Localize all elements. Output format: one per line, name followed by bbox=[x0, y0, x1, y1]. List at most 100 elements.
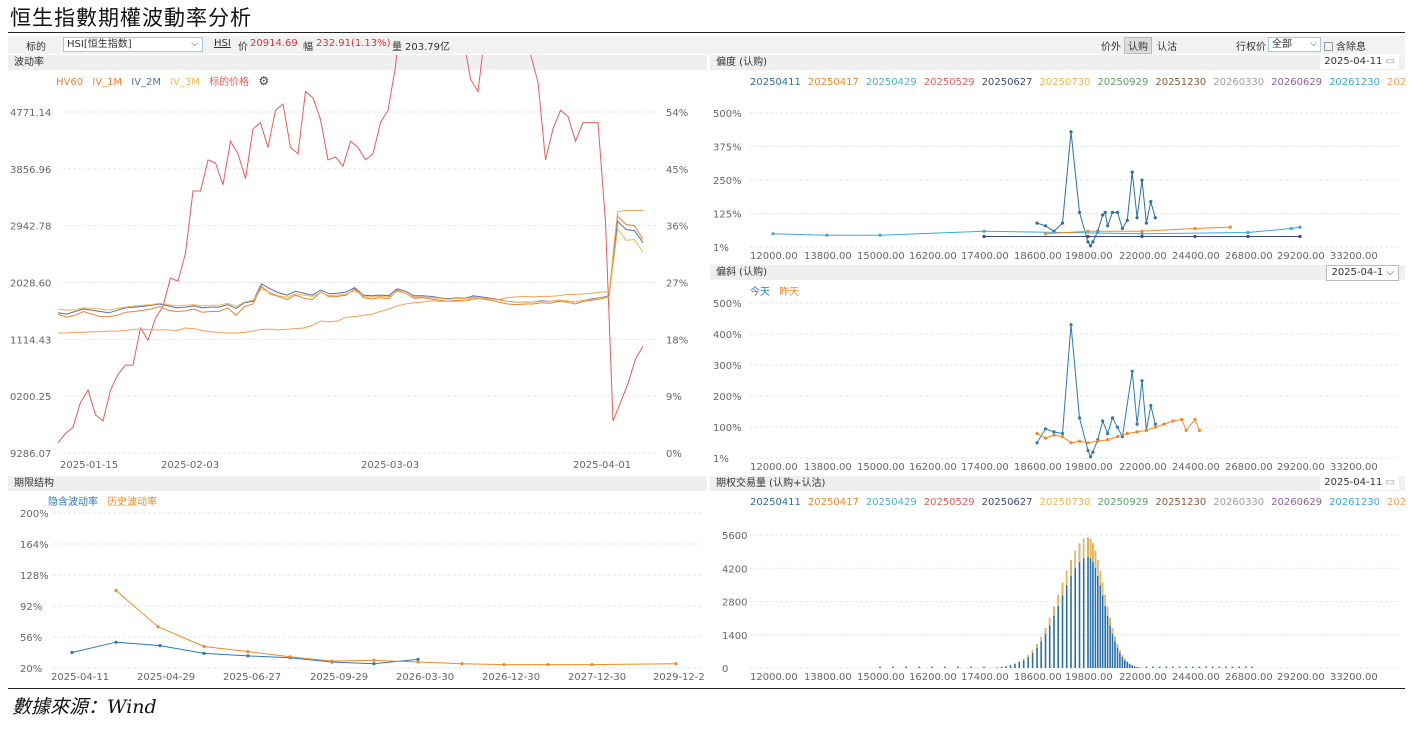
volume-bar-segment bbox=[1109, 617, 1111, 626]
legend-expiry-20260629[interactable]: 20260629 bbox=[1271, 77, 1323, 88]
legend-expiry-20250529[interactable]: 20250529 bbox=[923, 497, 975, 508]
legend-expiry-20250417[interactable]: 20250417 bbox=[807, 77, 859, 88]
legend-expiry-20261230[interactable]: 20261230 bbox=[1329, 497, 1380, 508]
volume-bar-segment bbox=[1065, 570, 1068, 586]
toolbar: 标的 HSI[恒生指数] ⌵ HSI 价 20914.69 幅 232.91(1… bbox=[8, 36, 1405, 54]
legend-expiry-20251230[interactable]: 20251230 bbox=[1155, 497, 1207, 508]
volume-bar-segment bbox=[1074, 550, 1076, 569]
volume-bar bbox=[1078, 543, 1081, 668]
x-tick: 2027-12-30 bbox=[568, 672, 626, 683]
x-tick: 13800.00 bbox=[804, 672, 852, 683]
series-20250411-point bbox=[1035, 221, 1039, 225]
volume-bar bbox=[1097, 559, 1099, 668]
series-20250627-point bbox=[1086, 234, 1090, 239]
volume-bar bbox=[1109, 617, 1111, 668]
volume-bar bbox=[1053, 606, 1055, 668]
underlying-label: 标的 bbox=[26, 42, 46, 53]
volume-bar bbox=[879, 666, 881, 668]
tilt-date-select[interactable]: 2025-04-1 ⌵ bbox=[1326, 265, 1399, 281]
series-20250411-point bbox=[1153, 216, 1157, 220]
tilt-panel-title: 偏斜 (认购) bbox=[710, 265, 1405, 280]
legend-today[interactable]: 今天 bbox=[750, 287, 770, 298]
volume-bar bbox=[1087, 537, 1089, 668]
underlying-select-value: HSI[恒生指数] bbox=[67, 39, 132, 50]
expiry-legend-volume: 20250411 20250417 20250429 20250529 20250627… bbox=[750, 493, 1405, 512]
legend-hv60[interactable]: HV60 bbox=[56, 77, 84, 88]
volume-bar bbox=[1138, 667, 1141, 668]
series-20250411-point bbox=[1120, 226, 1124, 231]
legend-iv3m[interactable]: IV_3M bbox=[170, 77, 200, 88]
legend-yesterday[interactable]: 昨天 bbox=[779, 287, 800, 298]
legend-expiry-20250429[interactable]: 20250429 bbox=[865, 497, 917, 508]
volume-bar-segment bbox=[1114, 636, 1116, 642]
series-20250411-point bbox=[1106, 224, 1110, 228]
series-20250411-point bbox=[1060, 221, 1065, 225]
volume-bar-segment bbox=[1116, 644, 1119, 648]
legend-expiry-20270629[interactable]: 20270629 bbox=[1386, 77, 1405, 88]
tab-call[interactable]: 认购 bbox=[1124, 37, 1152, 54]
legend-iv1m[interactable]: IV_1M bbox=[92, 77, 123, 88]
series-20261230-point bbox=[1140, 232, 1144, 236]
legend-historical-vol[interactable]: 历史波动率 bbox=[107, 497, 158, 508]
legend-expiry-20250730[interactable]: 20250730 bbox=[1039, 77, 1091, 88]
series-IV_1M bbox=[57, 215, 644, 318]
legend-expiry-20270629[interactable]: 20270629 bbox=[1386, 497, 1405, 508]
y-tick: 56% bbox=[20, 633, 42, 644]
series-昨天-point bbox=[1115, 435, 1120, 439]
volume-date-picker[interactable]: 2025-04-11 ▭ bbox=[1320, 476, 1399, 490]
legend-expiry-20250411[interactable]: 20250411 bbox=[750, 77, 801, 88]
legend-expiry-20251230[interactable]: 20251230 bbox=[1155, 77, 1207, 88]
series-历史波动率-point bbox=[156, 625, 160, 629]
legend-expiry-20260330[interactable]: 20260330 bbox=[1213, 77, 1265, 88]
y-left-tick: 4771.14 bbox=[10, 108, 51, 119]
strike-select[interactable]: 全部 ⌵ bbox=[1268, 37, 1321, 52]
dividend-checkbox[interactable]: 含除息 bbox=[1324, 38, 1366, 53]
x-tick: 15000.00 bbox=[857, 251, 905, 262]
volume-panel: 期权交易量 (认购+认沽) 2025-04-11 ▭ 20250411 20250… bbox=[710, 476, 1405, 688]
legend-expiry-20250627[interactable]: 20250627 bbox=[981, 497, 1033, 508]
y-tick: 1% bbox=[713, 454, 729, 465]
skew-date-picker[interactable]: 2025-04-11 ▭ bbox=[1320, 55, 1399, 69]
ticker-link[interactable]: HSI bbox=[214, 38, 231, 49]
volume-bar bbox=[1018, 661, 1021, 668]
legend-expiry-20260330[interactable]: 20260330 bbox=[1213, 497, 1265, 508]
legend-expiry-20250929[interactable]: 20250929 bbox=[1097, 497, 1149, 508]
tab-put[interactable]: 认沽 bbox=[1157, 42, 1177, 53]
legend-underlying-price[interactable]: 标的价格 bbox=[209, 77, 250, 88]
series-昨天-point bbox=[1043, 436, 1048, 440]
legend-expiry-20250411[interactable]: 20250411 bbox=[750, 497, 801, 508]
gear-icon[interactable]: ⚙ bbox=[258, 74, 270, 88]
series-今天-point bbox=[1052, 430, 1056, 434]
series-今天-point bbox=[1088, 455, 1093, 459]
legend-expiry-20261230[interactable]: 20261230 bbox=[1329, 77, 1380, 88]
legend-expiry-20250929[interactable]: 20250929 bbox=[1097, 77, 1149, 88]
tilt-chart: 500% 400% 300% 200% 100% 1% 12000.00 13800.00 15… bbox=[713, 299, 1400, 473]
legend-implied-vol[interactable]: 隐含波动率 bbox=[48, 497, 98, 508]
x-tick: 16200.00 bbox=[909, 251, 957, 262]
series-历史波动率-point bbox=[674, 662, 678, 666]
legend-expiry-20250429[interactable]: 20250429 bbox=[865, 77, 917, 88]
y-left-tick: 2942.78 bbox=[10, 222, 51, 233]
legend-expiry-20250417[interactable]: 20250417 bbox=[807, 497, 859, 508]
legend-iv2m[interactable]: IV_2M bbox=[131, 77, 162, 88]
series-历史波动率-point bbox=[246, 650, 250, 654]
price-value: 20914.69 bbox=[250, 38, 298, 49]
series-昨天-point bbox=[1086, 441, 1090, 445]
y-tick: 20% bbox=[20, 664, 42, 675]
x-tick: 2026-03-30 bbox=[396, 672, 454, 683]
term-legend: 隐含波动率 历史波动率 bbox=[48, 493, 163, 508]
volume-bar bbox=[1245, 666, 1247, 668]
legend-expiry-20250627[interactable]: 20250627 bbox=[981, 77, 1033, 88]
strike-select-value: 全部 bbox=[1272, 39, 1292, 50]
tab-otm[interactable]: 价外 bbox=[1101, 42, 1121, 53]
series-昨天-point bbox=[1125, 431, 1129, 436]
legend-expiry-20250730[interactable]: 20250730 bbox=[1039, 497, 1091, 508]
x-tick: 24400.00 bbox=[1172, 251, 1220, 262]
volume-bar bbox=[1121, 655, 1124, 668]
series-20250411-point bbox=[1101, 213, 1105, 217]
legend-expiry-20250529[interactable]: 20250529 bbox=[923, 77, 975, 88]
underlying-select[interactable]: HSI[恒生指数] ⌵ bbox=[63, 37, 203, 52]
series-今天 bbox=[1036, 324, 1156, 459]
legend-expiry-20260629[interactable]: 20260629 bbox=[1271, 497, 1323, 508]
volume-bar bbox=[1124, 658, 1126, 668]
